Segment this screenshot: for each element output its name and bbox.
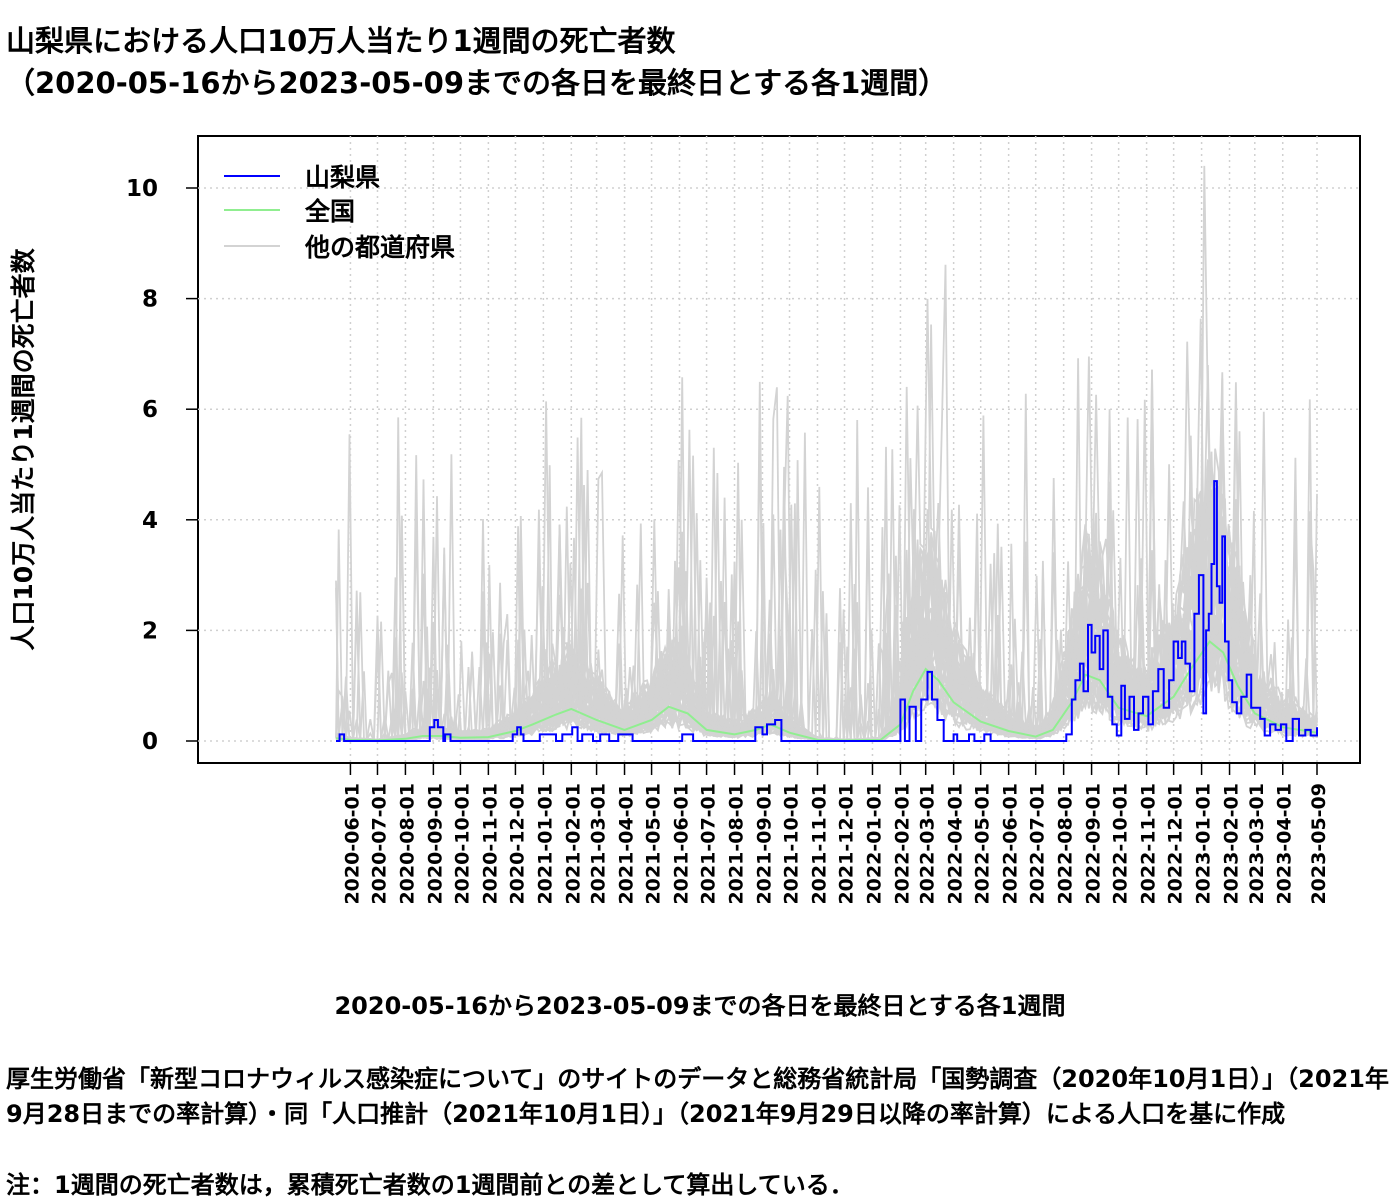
x-tick-label: 2021-05-01 [643,783,665,905]
y-tick-label: 6 [142,397,158,423]
x-axis-label: 2020-05-16から2023-05-09までの各日を最終日とする各1週間 [334,992,1066,1020]
x-tick-label: 2021-11-01 [808,783,830,905]
x-tick-label: 2022-06-01 [1000,783,1022,905]
x-tick-label: 2020-12-01 [506,783,528,905]
x-tick-label: 2022-01-01 [863,783,885,905]
x-tick-label: 2020-06-01 [341,783,363,905]
x-tick-label: 2022-05-01 [972,783,994,905]
note-text: 注：1週間の死亡者数は，累積死亡者数の1週間前との差として算出している． [6,1171,854,1199]
x-tick-label: 2022-11-01 [1138,783,1160,905]
other-prefecture-line [335,165,1318,741]
other-prefectures-group [335,165,1318,742]
source-text: 厚生労働省「新型コロナウィルス感染症について」のサイトのデータと総務省統計局「国… [6,1065,1389,1128]
x-tick-label: 2021-04-01 [616,783,638,905]
chart-title-line1: 山梨県における人口10万人当たり1週間の死亡者数 [6,24,676,58]
legend-label: 他の都道府県 [304,233,455,262]
y-tick-label: 2 [142,618,158,644]
x-tick-label: 2022-04-01 [945,783,967,905]
legend-label: 全国 [304,197,355,226]
x-tick-label: 2021-10-01 [781,783,803,905]
series-yamanashi-line [336,480,1318,742]
x-tick-label: 2020-07-01 [368,783,390,905]
x-tick-label: 2023-04-01 [1274,783,1296,905]
x-tick-label: 2021-08-01 [726,783,748,905]
legend-label: 山梨県 [305,163,380,192]
x-tick-label: 2021-06-01 [671,783,693,905]
y-tick-label: 0 [142,729,158,755]
x-tick-label: 2021-12-01 [836,783,858,905]
x-tick-label: 2021-03-01 [588,783,610,905]
x-tick-label: 2023-05-09 [1308,783,1330,905]
x-tick-label: 2020-10-01 [451,783,473,905]
y-tick-label: 8 [142,287,158,313]
x-tick-label: 2022-10-01 [1110,783,1132,905]
x-tick-label: 2023-02-01 [1221,783,1243,905]
y-tick-label: 10 [126,176,158,202]
x-tick-label: 2022-02-01 [891,783,913,905]
plot-frame [197,135,1361,764]
x-tick-label: 2020-08-01 [396,783,418,905]
x-tick-label: 2022-08-01 [1055,783,1077,905]
chart-title-line2: （2020-05-16から2023-05-09までの各日を最終日とする各1週間） [6,66,948,100]
x-tick-label: 2022-09-01 [1083,783,1105,905]
x-tick-label: 2020-11-01 [479,783,501,905]
x-tick-label: 2023-03-01 [1246,783,1268,905]
x-tick-label: 2022-12-01 [1165,783,1187,905]
x-tick-label: 2023-01-01 [1193,783,1215,905]
y-axis-label: 人口10万人当たり1週間の死亡者数 [9,247,38,650]
x-tick-label: 2021-01-01 [534,783,556,905]
x-tick-label: 2021-02-01 [562,783,584,905]
x-tick-label: 2021-07-01 [698,783,720,905]
x-tick-label: 2022-07-01 [1027,783,1049,905]
x-tick-label: 2021-09-01 [753,783,775,905]
x-tick-label: 2022-03-01 [917,783,939,905]
x-tick-label: 2020-09-01 [424,783,446,905]
y-tick-label: 4 [142,508,158,534]
